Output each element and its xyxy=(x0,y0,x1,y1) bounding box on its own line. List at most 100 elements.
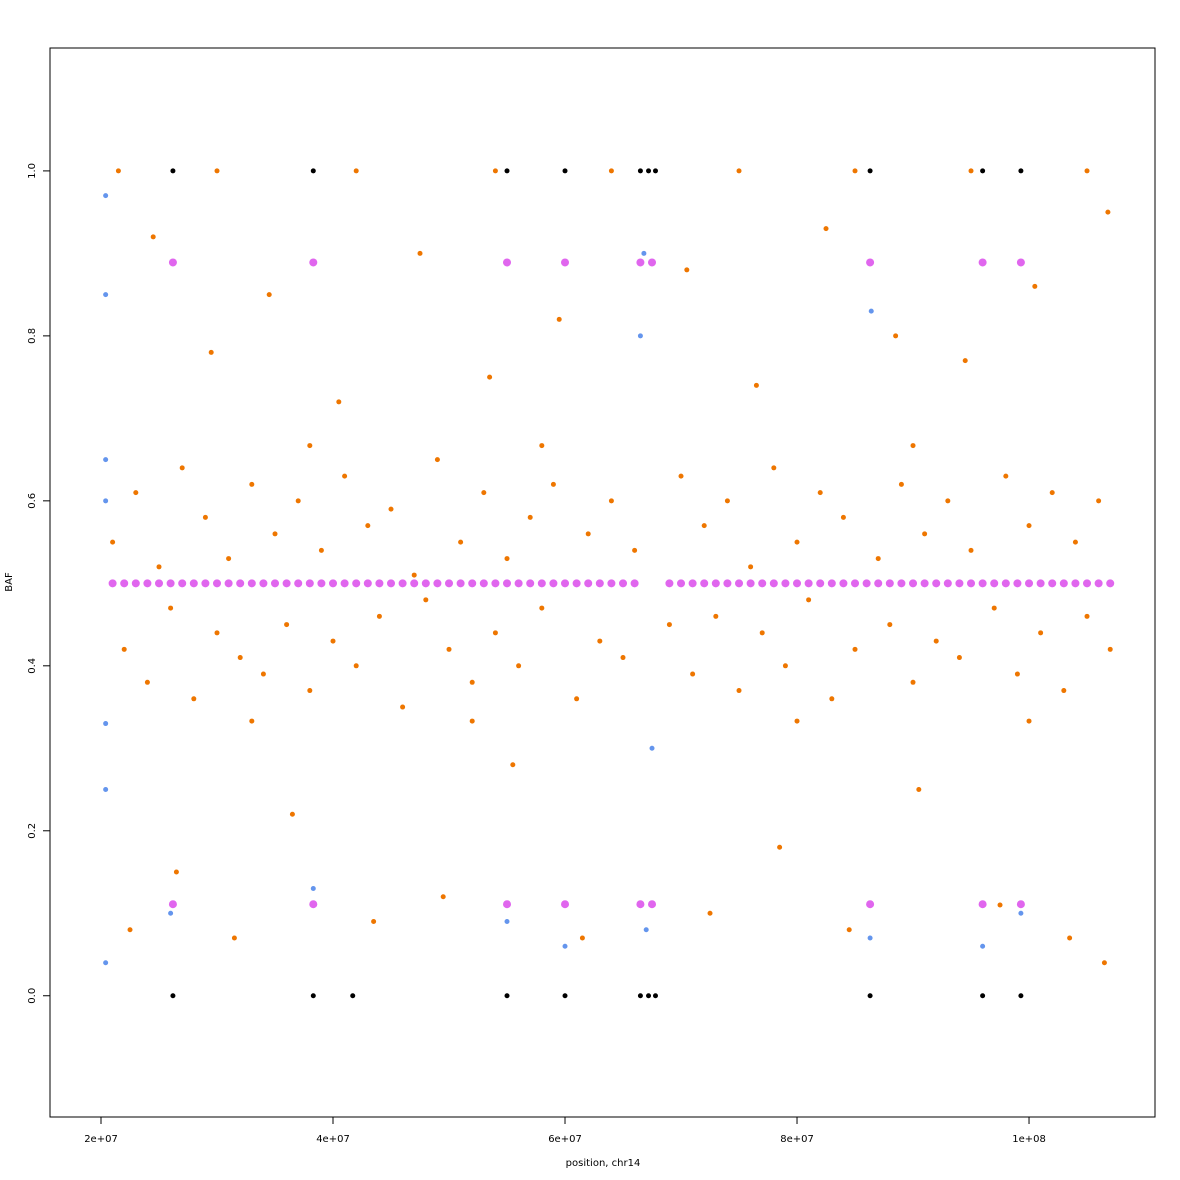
point xyxy=(584,579,593,588)
point xyxy=(827,579,836,588)
point xyxy=(735,579,744,588)
point xyxy=(711,579,720,588)
point xyxy=(550,481,556,487)
point xyxy=(170,168,176,174)
point xyxy=(759,630,765,636)
point xyxy=(179,465,185,471)
point xyxy=(103,787,109,793)
point xyxy=(829,696,835,702)
point xyxy=(1107,646,1113,652)
point xyxy=(1071,579,1080,588)
point xyxy=(259,579,268,588)
point xyxy=(1038,630,1044,636)
point xyxy=(103,457,109,463)
point xyxy=(991,605,997,611)
x-axis-label: position, chr14 xyxy=(566,1158,641,1169)
y-axis-label: BAF xyxy=(4,572,15,592)
point xyxy=(875,556,881,562)
point xyxy=(793,579,802,588)
point xyxy=(1016,258,1025,267)
point xyxy=(990,579,999,588)
point xyxy=(920,579,929,588)
point xyxy=(400,704,406,710)
point xyxy=(247,579,256,588)
point xyxy=(962,358,968,364)
point xyxy=(491,579,500,588)
point xyxy=(272,531,278,537)
point xyxy=(893,333,899,339)
point xyxy=(817,490,823,496)
point xyxy=(539,605,545,611)
point xyxy=(684,267,690,273)
point xyxy=(458,539,464,545)
point xyxy=(1084,613,1090,619)
x-tick-label: 6e+07 xyxy=(548,1134,582,1145)
point xyxy=(840,514,846,520)
point xyxy=(562,943,568,949)
point xyxy=(641,250,647,256)
point xyxy=(637,993,643,999)
point xyxy=(646,993,652,999)
point xyxy=(632,547,638,553)
point xyxy=(307,443,313,449)
point xyxy=(1048,579,1057,588)
point xyxy=(103,193,109,199)
point xyxy=(417,250,423,256)
point xyxy=(434,457,440,463)
point xyxy=(284,622,290,628)
point xyxy=(804,579,813,588)
point xyxy=(556,316,562,322)
point xyxy=(214,630,220,636)
point xyxy=(1032,283,1038,289)
point xyxy=(978,579,987,588)
point xyxy=(1083,579,1092,588)
point xyxy=(806,597,812,603)
y-tick-label: 0.6 xyxy=(27,493,38,509)
point xyxy=(955,579,964,588)
point xyxy=(342,473,348,479)
point xyxy=(237,655,243,661)
point xyxy=(777,844,783,850)
y-tick-label: 0.8 xyxy=(27,328,38,344)
point xyxy=(665,579,674,588)
point xyxy=(249,481,255,487)
point xyxy=(643,927,649,933)
point xyxy=(572,579,581,588)
point xyxy=(1014,671,1020,677)
point xyxy=(310,993,316,999)
point xyxy=(1018,168,1024,174)
plot-frame xyxy=(49,47,1156,1118)
point xyxy=(352,579,361,588)
point xyxy=(433,579,442,588)
point xyxy=(910,443,916,449)
point xyxy=(980,993,986,999)
point xyxy=(562,993,568,999)
point xyxy=(411,572,417,578)
point xyxy=(260,671,266,677)
x-tick-label: 8e+07 xyxy=(780,1134,814,1145)
point xyxy=(636,258,645,267)
point xyxy=(121,646,127,652)
y-tick-label: 0.2 xyxy=(27,823,38,839)
point xyxy=(585,531,591,537)
point xyxy=(120,579,129,588)
point xyxy=(608,168,614,174)
point xyxy=(309,258,318,267)
point xyxy=(305,579,314,588)
point xyxy=(866,258,875,267)
point xyxy=(1016,900,1025,909)
point xyxy=(1003,473,1009,479)
point xyxy=(781,579,790,588)
point xyxy=(446,646,452,652)
point xyxy=(648,258,657,267)
point xyxy=(852,646,858,652)
point xyxy=(236,579,245,588)
point xyxy=(398,579,407,588)
point xyxy=(980,168,986,174)
point xyxy=(479,579,488,588)
point xyxy=(468,579,477,588)
point xyxy=(115,168,121,174)
point xyxy=(526,579,535,588)
point xyxy=(350,993,356,999)
